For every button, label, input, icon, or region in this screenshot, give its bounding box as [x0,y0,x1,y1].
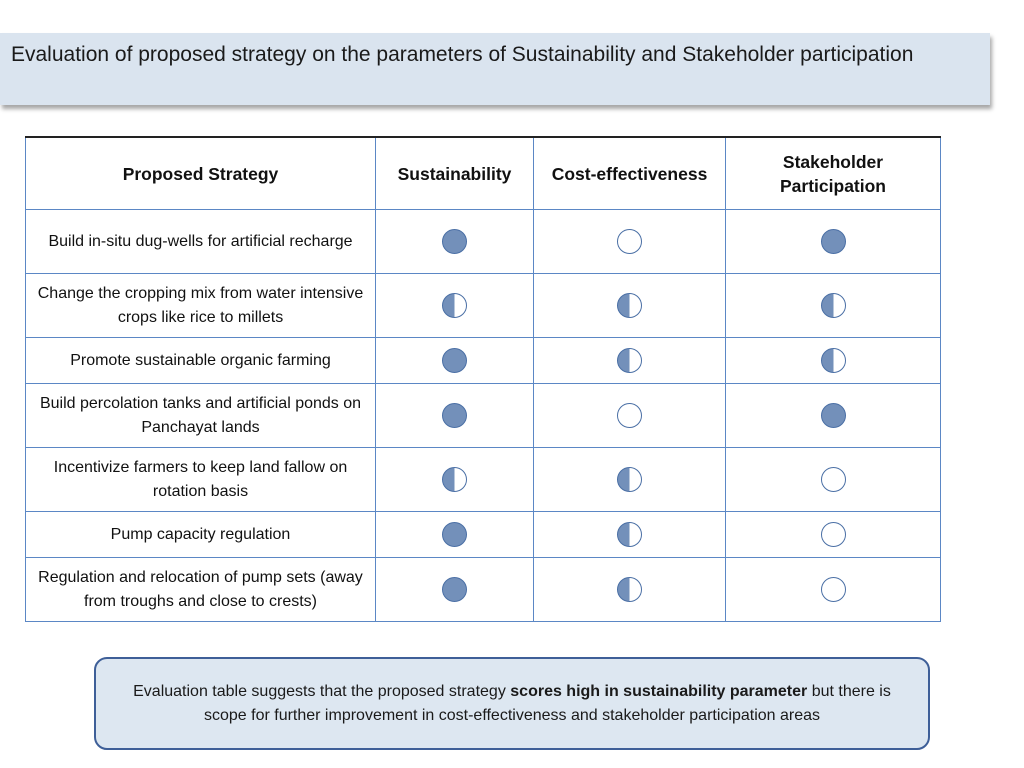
strategy-cell: Build in-situ dug-wells for artificial r… [25,209,376,274]
table-row: Pump capacity regulation [25,511,941,558]
slide-title: Evaluation of proposed strategy on the p… [11,43,914,66]
summary-text-before: Evaluation table suggests that the propo… [133,682,511,700]
strategy-cell: Pump capacity regulation [25,511,376,558]
table-row: Promote sustainable organic farming [25,337,941,384]
table-row: Incentivize farmers to keep land fallow … [25,447,941,512]
col-header-sustainability: Sustainability [375,136,534,210]
cost-effectiveness-rating-cell [533,273,726,338]
full-rating-icon [442,229,467,254]
full-rating-icon [442,522,467,547]
full-rating-icon [442,403,467,428]
col-header-cost-effectiveness: Cost-effectiveness [533,136,726,210]
half-rating-icon [617,348,642,373]
strategy-cell: Build percolation tanks and artificial p… [25,383,376,448]
stakeholder-participation-rating-cell [725,273,941,338]
half-rating-icon [617,577,642,602]
sustainability-rating-cell [375,511,534,558]
empty-rating-icon [820,577,846,602]
half-rating-icon [442,293,467,318]
strategy-cell: Incentivize farmers to keep land fallow … [25,447,376,512]
stakeholder-participation-rating-cell [725,383,941,448]
table-row: Build percolation tanks and artificial p… [25,383,941,448]
empty-rating-icon [820,522,846,547]
table-header-row: Proposed Strategy Sustainability Cost-ef… [25,136,941,210]
empty-rating-icon [617,403,642,428]
sustainability-rating-cell [375,337,534,384]
stakeholder-participation-rating-cell [725,209,941,274]
stakeholder-participation-rating-cell [725,557,941,622]
table-row: Change the cropping mix from water inten… [25,273,941,338]
evaluation-table: Proposed Strategy Sustainability Cost-ef… [25,136,941,622]
stakeholder-participation-rating-cell [725,337,941,384]
cost-effectiveness-rating-cell [533,209,726,274]
empty-rating-icon [617,229,642,254]
sustainability-rating-cell [375,447,534,512]
summary-text: Evaluation table suggests that the propo… [116,680,908,728]
sustainability-rating-cell [375,209,534,274]
col-header-stakeholder-participation: Stakeholder Participation [725,136,941,210]
half-rating-icon [617,522,642,547]
cost-effectiveness-rating-cell [533,383,726,448]
half-rating-icon [442,467,467,492]
sustainability-rating-cell [375,273,534,338]
summary-text-after: but there is scope for further improveme… [203,682,891,724]
cost-effectiveness-rating-cell [533,337,726,384]
stakeholder-participation-rating-cell [725,511,941,558]
strategy-cell: Promote sustainable organic farming [25,337,376,384]
col-header-strategy: Proposed Strategy [25,136,376,210]
full-rating-icon [442,577,467,602]
cost-effectiveness-rating-cell [533,447,726,512]
half-rating-icon [820,293,846,318]
table-row: Build in-situ dug-wells for artificial r… [25,209,941,274]
strategy-cell: Change the cropping mix from water inten… [25,273,376,338]
title-bar: Evaluation of proposed strategy on the p… [0,33,990,105]
empty-rating-icon [820,467,846,492]
summary-callout: Evaluation table suggests that the propo… [94,657,930,750]
sustainability-rating-cell [375,383,534,448]
table-row: Regulation and relocation of pump sets (… [25,557,941,622]
half-rating-icon [617,293,642,318]
full-rating-icon [820,229,846,254]
stakeholder-participation-rating-cell [725,447,941,512]
full-rating-icon [442,348,467,373]
half-rating-icon [820,348,846,373]
sustainability-rating-cell [375,557,534,622]
half-rating-icon [617,467,642,492]
full-rating-icon [820,403,846,428]
cost-effectiveness-rating-cell [533,557,726,622]
cost-effectiveness-rating-cell [533,511,726,558]
summary-text-bold: scores high in sustainability parameter [510,682,808,700]
strategy-cell: Regulation and relocation of pump sets (… [25,557,376,622]
